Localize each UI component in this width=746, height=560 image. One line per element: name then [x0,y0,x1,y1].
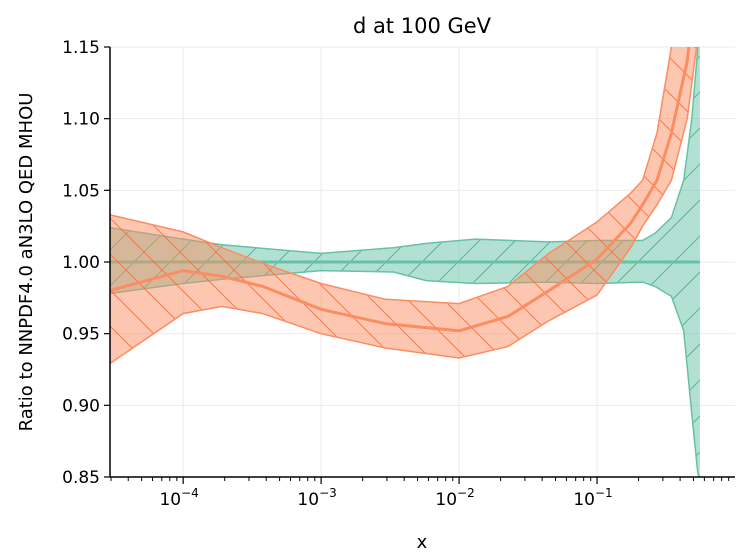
ticks: 0.85 0.90 0.95 1.00 1.05 1.10 1.15 10−4 10−3 10−2… [62,38,730,510]
bands [110,47,701,477]
y-tick-label: 0.95 [62,325,100,345]
comparison-lower-edge [110,47,698,365]
y-axis-label: Ratio to NNPDF4.0 aN3LO QED MHOU [16,93,37,432]
x-tick-label: 10−4 [159,486,198,510]
comparison-central-line [110,47,691,333]
y-tick-label: 1.15 [62,38,100,58]
chart-title: d at 100 GeV [353,14,492,38]
comparison-hatch [110,47,697,364]
comparison-upper-edge [110,47,673,305]
y-tick-label: 1.05 [62,181,100,201]
x-axis-label: x [417,532,428,553]
x-tick-label: 10−1 [573,486,612,510]
x-tick-label: 10−3 [297,486,336,510]
y-tick-label: 1.00 [62,253,100,273]
y-tick-label: 0.90 [62,396,100,416]
x-tick-label: 10−2 [435,486,474,510]
y-tick-label: 1.10 [62,110,100,130]
y-tick-label: 0.85 [62,468,100,488]
